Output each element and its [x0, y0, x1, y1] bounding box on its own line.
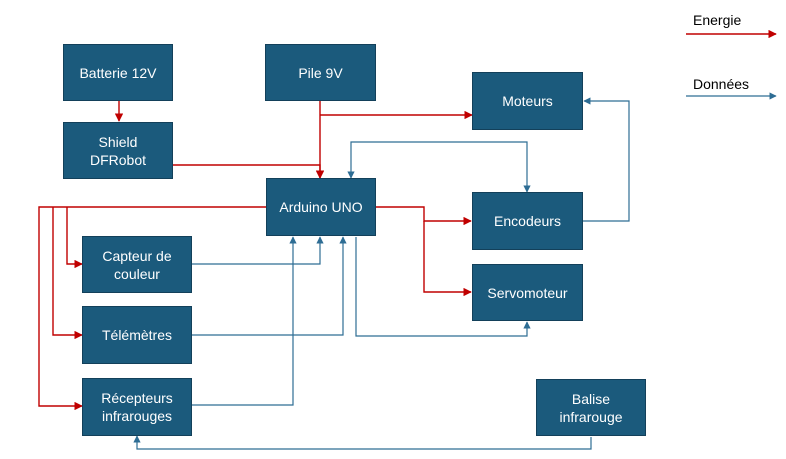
wire-arduino-to-servo [423, 221, 472, 297]
wire-beacon-to-receivers [133, 435, 592, 450]
block-pile-9v: Pile 9V [265, 44, 376, 101]
data-connections [133, 97, 630, 450]
wire-rangefinders-to-arduino [192, 236, 347, 336]
wire-shield-to-arduino [173, 164, 325, 179]
wire-arduino-to-encoders [376, 206, 472, 226]
block-servomoteur: Servomoteur [472, 264, 583, 321]
block-moteurs: Moteurs [472, 72, 583, 130]
wire-power-to-color-sensor [66, 207, 83, 269]
energy-connections [38, 101, 473, 411]
block-batterie-12v: Batterie 12V [63, 44, 173, 101]
legend-data-label: Données [693, 76, 750, 92]
wire-arduino-to-servo-data [355, 237, 531, 337]
block-telemetres: Télémètres [82, 306, 192, 364]
wire-encoders-to-motors [583, 97, 630, 222]
legend-energy-label: Energie [693, 12, 742, 28]
block-arduino-uno: Arduino UNO [266, 178, 376, 236]
wire-receivers-to-arduino [192, 236, 297, 406]
block-recepteurs-infrarouges: Récepteurs infrarouges [82, 378, 192, 436]
wire-color-sensor-to-arduino [192, 236, 324, 265]
block-capteur-couleur: Capteur de couleur [82, 236, 192, 293]
wire-arduino-encoders-link [347, 141, 531, 193]
wire-power-to-rangefinders [52, 207, 83, 340]
wire-arduino-power-bus [38, 206, 266, 411]
block-shield-dfrobot: Shield DFRobot [63, 122, 173, 179]
block-encodeurs: Encodeurs [472, 192, 583, 250]
block-balise-infrarouge: Balise infrarouge [536, 379, 646, 436]
